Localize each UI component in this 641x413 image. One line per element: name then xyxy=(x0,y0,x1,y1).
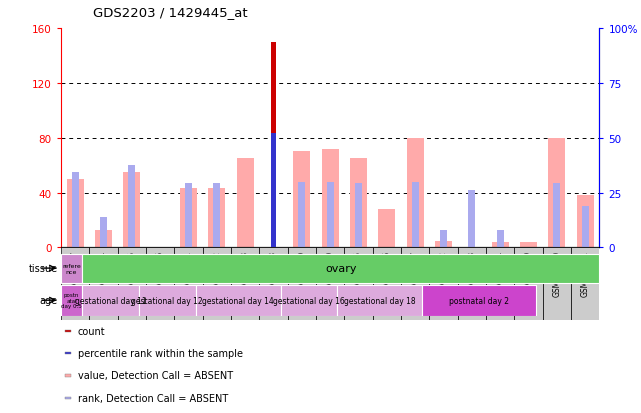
Bar xyxy=(281,285,337,316)
Bar xyxy=(435,241,452,248)
Bar xyxy=(553,183,560,248)
Bar xyxy=(294,152,310,248)
Bar xyxy=(344,248,372,320)
Bar xyxy=(298,182,305,248)
Text: GSM120854: GSM120854 xyxy=(99,250,108,296)
Text: GSM120851: GSM120851 xyxy=(184,250,193,296)
Text: GSM120850: GSM120850 xyxy=(326,250,335,296)
Text: gestational day 11: gestational day 11 xyxy=(74,296,146,305)
Text: GSM120844: GSM120844 xyxy=(495,250,504,296)
Bar xyxy=(123,173,140,248)
Bar xyxy=(61,285,82,316)
Bar xyxy=(326,182,334,248)
Text: ovary: ovary xyxy=(325,263,356,273)
Bar xyxy=(337,285,422,316)
Bar xyxy=(440,230,447,248)
Bar xyxy=(401,248,429,320)
Bar xyxy=(429,248,458,320)
Text: gestational day 16: gestational day 16 xyxy=(273,296,345,305)
Bar xyxy=(100,218,107,248)
Bar xyxy=(65,396,71,399)
Text: value, Detection Call = ABSENT: value, Detection Call = ABSENT xyxy=(78,370,233,380)
Text: percentile rank within the sample: percentile rank within the sample xyxy=(78,349,242,358)
Bar xyxy=(548,138,565,248)
Bar xyxy=(128,166,135,248)
Text: gestational day 12: gestational day 12 xyxy=(131,296,203,305)
Bar xyxy=(316,248,344,320)
Bar xyxy=(577,196,594,248)
Text: age: age xyxy=(40,295,58,306)
Bar xyxy=(372,248,401,320)
Text: GSM120842: GSM120842 xyxy=(439,250,448,296)
Bar xyxy=(61,254,82,283)
Bar xyxy=(378,209,395,248)
Bar xyxy=(355,183,362,248)
Text: gestational day 18: gestational day 18 xyxy=(344,296,415,305)
Bar xyxy=(82,285,139,316)
Bar xyxy=(180,189,197,248)
Text: postn
atal
day 0.5: postn atal day 0.5 xyxy=(61,292,82,309)
Bar xyxy=(520,242,537,248)
Bar xyxy=(571,248,599,320)
Bar xyxy=(497,230,504,248)
Bar xyxy=(458,248,486,320)
Text: GSM120839: GSM120839 xyxy=(524,250,533,296)
Text: GSM120857: GSM120857 xyxy=(71,250,79,296)
Text: GSM120846: GSM120846 xyxy=(382,250,391,296)
Text: GSM120852: GSM120852 xyxy=(212,250,221,296)
Bar xyxy=(422,285,536,316)
Text: GSM120849: GSM120849 xyxy=(297,250,306,296)
Text: GSM120848: GSM120848 xyxy=(269,250,278,296)
Text: refere
nce: refere nce xyxy=(62,263,81,274)
Bar xyxy=(514,248,543,320)
Bar xyxy=(231,248,259,320)
Bar xyxy=(203,248,231,320)
Bar xyxy=(259,248,288,320)
Bar xyxy=(322,149,338,248)
Text: GSM120847: GSM120847 xyxy=(411,250,420,296)
Bar xyxy=(237,159,254,248)
Bar xyxy=(486,248,514,320)
Bar xyxy=(581,207,588,248)
Text: tissue: tissue xyxy=(29,263,58,273)
Bar xyxy=(65,375,71,377)
Bar xyxy=(67,179,83,248)
Text: GSM120845: GSM120845 xyxy=(354,250,363,296)
Bar xyxy=(412,182,419,248)
Bar xyxy=(117,248,146,320)
Bar xyxy=(146,248,174,320)
Bar xyxy=(271,134,276,248)
Bar xyxy=(350,159,367,248)
Bar xyxy=(208,189,225,248)
Bar xyxy=(65,330,71,332)
Bar xyxy=(95,230,112,248)
Bar xyxy=(271,43,276,248)
Bar xyxy=(196,285,281,316)
Bar xyxy=(61,248,89,320)
Bar xyxy=(213,183,221,248)
Bar xyxy=(65,352,71,354)
Bar xyxy=(139,285,196,316)
Text: count: count xyxy=(78,326,105,336)
Bar xyxy=(469,190,476,248)
Bar xyxy=(492,242,509,248)
Text: GSM120855: GSM120855 xyxy=(128,250,137,296)
Bar xyxy=(543,248,571,320)
Bar xyxy=(288,248,316,320)
Text: postnatal day 2: postnatal day 2 xyxy=(449,296,509,305)
Bar xyxy=(72,173,79,248)
Bar xyxy=(89,248,117,320)
Text: rank, Detection Call = ABSENT: rank, Detection Call = ABSENT xyxy=(78,393,228,403)
Bar xyxy=(174,248,203,320)
Text: GSM120843: GSM120843 xyxy=(467,250,476,296)
Text: gestational day 14: gestational day 14 xyxy=(202,296,274,305)
Text: GDS2203 / 1429445_at: GDS2203 / 1429445_at xyxy=(93,6,247,19)
Text: GSM120856: GSM120856 xyxy=(156,250,165,296)
Text: GSM120853: GSM120853 xyxy=(240,250,249,296)
Bar xyxy=(406,138,424,248)
Text: GSM120841: GSM120841 xyxy=(581,250,590,296)
Text: GSM120840: GSM120840 xyxy=(553,250,562,296)
Bar xyxy=(185,183,192,248)
